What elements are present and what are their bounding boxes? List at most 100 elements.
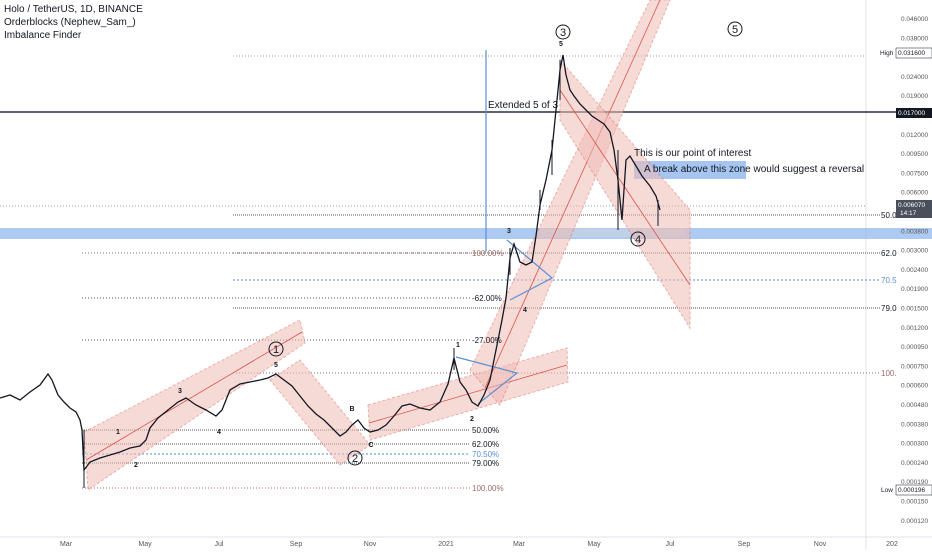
wave-label-w1: 1 (116, 429, 120, 436)
price-tick-label: 0.003800 (901, 228, 928, 235)
price-tick-label: 0.000150 (901, 499, 928, 506)
channel-wave2[interactable] (269, 359, 371, 466)
time-axis[interactable]: Mar May Jul Sep Nov 2021 Mar May Jul Sep Nov 202 (60, 541, 898, 548)
fib-label-r50: 50.0 (881, 211, 897, 220)
price-tick-label: 0.009500 (901, 151, 928, 158)
indicator-orderblocks[interactable]: Orderblocks (Nephew_Sam_) (4, 17, 136, 28)
wave-label-w4: 4 (217, 429, 221, 436)
wave-label-wB: B (349, 406, 354, 413)
price-tick-label: 0.007500 (901, 170, 928, 177)
price-tick-label: 0.019000 (901, 93, 928, 100)
price-tick-label: 0.000950 (901, 344, 928, 351)
price-tick-label: 0.001200 (901, 325, 928, 332)
price-tick-label: 0.000750 (901, 363, 928, 370)
wave-label-big-3: 3 (560, 27, 566, 39)
wave-label-w2: 2 (134, 462, 138, 469)
wave-label-big-4: 4 (635, 234, 641, 246)
price-series[interactable] (0, 54, 661, 472)
channel-wave1-mid (85, 331, 303, 461)
fib-label-b62: -62.00% (472, 294, 502, 303)
indicator-imbalance[interactable]: Imbalance Finder (4, 30, 82, 41)
wave-marker-2 (347, 450, 363, 466)
price-tick-label: 0.012000 (901, 132, 928, 139)
wave-label-big-5: 5 (732, 24, 738, 36)
time-tick-label: Sep (738, 541, 751, 548)
triangle-1[interactable] (455, 356, 519, 405)
channel-wave4-mid (559, 89, 691, 286)
breakout-zone[interactable] (634, 161, 746, 179)
fib-label-b27: -27.00% (472, 336, 502, 345)
high-tag: High (880, 50, 894, 57)
wave-label-v1: 1 (456, 342, 460, 349)
time-tick-label: Nov (364, 541, 377, 548)
price-tick-label: 0.000120 (901, 518, 928, 525)
line-value: 0.017000 (898, 110, 925, 117)
time-tick-label: Sep (290, 541, 303, 548)
price-tick-label: 0.046000 (901, 16, 928, 23)
wave-label-big-1: 1 (273, 344, 279, 356)
time-tick-label: Jul (666, 541, 675, 548)
fib-label-a705: 70.50% (472, 450, 499, 459)
symbol-title[interactable]: Holo / TetherUS, 1D, BINANCE (4, 4, 143, 15)
triangle-2[interactable] (506, 239, 554, 301)
high-tag-bg (879, 48, 893, 58)
countdown: 14:17 (900, 210, 917, 217)
channel-wave3[interactable] (469, 0, 671, 406)
price-tick-label: 0.000480 (901, 402, 928, 409)
price-tick-label: 0.002400 (901, 267, 928, 274)
line-value-box (896, 108, 932, 118)
price-tick-label: 0.000190 (901, 479, 928, 486)
price-tick-label: 0.000240 (901, 460, 928, 467)
price-tick-label: 0.038000 (901, 35, 928, 42)
time-tick-label: 2021 (438, 541, 454, 548)
wave-marker-3 (555, 24, 571, 40)
low-tag: Low (881, 487, 893, 494)
time-tick-label: Nov (814, 541, 827, 548)
fib-label-a100: 100.00% (472, 484, 504, 493)
wave-label-v3: 3 (507, 228, 511, 235)
low-value: 0.000196 (898, 487, 925, 494)
wave-label-v4: 4 (523, 307, 527, 314)
price-tick-label: 0.001900 (901, 286, 928, 293)
time-tick-label: 202 (886, 541, 898, 548)
time-tick-label: Mar (60, 541, 73, 548)
price-tick-label: 0.000300 (901, 441, 928, 448)
time-tick-label: Mar (513, 541, 526, 548)
current-price: 0.006070 (898, 202, 925, 209)
fib-label-a50: 50.00% (472, 426, 499, 435)
wave-label-big-2: 2 (352, 453, 358, 465)
wave-label-w3: 3 (178, 388, 182, 395)
fib-label-a79: 79.00% (472, 459, 499, 468)
price-tick-label: 0.000600 (901, 383, 928, 390)
fib-label-b100: 100.00% (472, 249, 504, 258)
wave-label-v5: 5 (559, 41, 563, 48)
time-tick-label: May (587, 541, 601, 548)
fib-label-a62: 62.00% (472, 440, 499, 449)
low-tag-bg (879, 485, 893, 495)
wave-marker-4 (630, 231, 646, 247)
low-value-box (895, 484, 932, 496)
reversal-annotation[interactable]: A break above this zone would suggest a … (644, 164, 864, 175)
candle-wicks (83, 60, 659, 488)
fib-label-r62: 62.0 (881, 249, 897, 258)
wave-label-wC: C (368, 442, 373, 449)
time-tick-label: Jul (215, 541, 224, 548)
demand-zone[interactable] (0, 228, 866, 239)
price-tick-label: 0.024000 (901, 74, 928, 81)
price-tick-label: 0.006000 (901, 190, 928, 197)
fib-label-r100: 100. (881, 369, 897, 378)
poi-annotation[interactable]: This is our point of interest (634, 148, 751, 159)
demand-zone-axis (866, 228, 932, 239)
extended-annotation[interactable]: Extended 5 of 3 (488, 100, 558, 111)
high-value-box (895, 47, 932, 59)
current-price-box (896, 200, 932, 218)
wave-label-w5: 5 (274, 362, 278, 369)
price-tick-label: 0.003000 (901, 248, 928, 255)
wave-label-v2: 2 (470, 416, 474, 423)
time-tick-label: May (138, 541, 152, 548)
wave-marker-5 (727, 21, 743, 37)
wave-marker-1 (268, 341, 284, 357)
